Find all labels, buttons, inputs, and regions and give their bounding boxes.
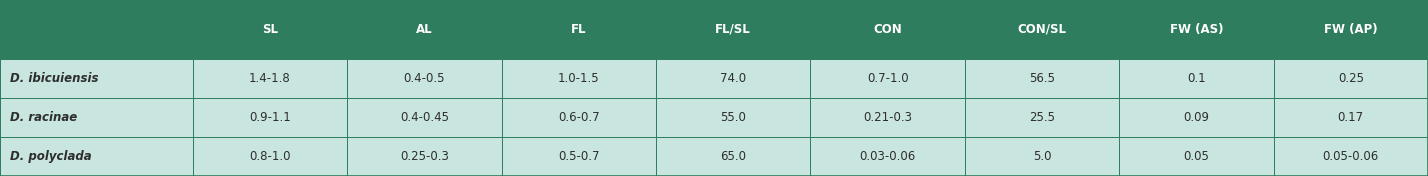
Text: 25.5: 25.5: [1030, 111, 1055, 124]
Bar: [501, 137, 655, 176]
Text: 0.05-0.06: 0.05-0.06: [1322, 150, 1379, 163]
Text: 1.0-1.5: 1.0-1.5: [558, 72, 600, 85]
Text: SL: SL: [261, 23, 278, 36]
Text: D. ibicuiensis: D. ibicuiensis: [10, 72, 99, 85]
Bar: [1120, 59, 1274, 98]
Bar: [1120, 0, 1274, 59]
Bar: [0, 59, 193, 98]
Bar: [965, 0, 1120, 59]
Text: 0.21-0.3: 0.21-0.3: [863, 111, 912, 124]
Text: D. racinae: D. racinae: [10, 111, 77, 124]
Text: 0.4-0.5: 0.4-0.5: [404, 72, 446, 85]
Text: 1.4-1.8: 1.4-1.8: [248, 72, 291, 85]
Bar: [811, 98, 965, 137]
Text: FW (AP): FW (AP): [1324, 23, 1378, 36]
Bar: [1274, 59, 1428, 98]
Text: 0.09: 0.09: [1184, 111, 1210, 124]
Text: 0.05: 0.05: [1184, 150, 1210, 163]
Text: FW (AS): FW (AS): [1170, 23, 1224, 36]
Text: 0.25-0.3: 0.25-0.3: [400, 150, 448, 163]
Text: 0.8-1.0: 0.8-1.0: [250, 150, 291, 163]
Text: 74.0: 74.0: [720, 72, 747, 85]
Text: 0.5-0.7: 0.5-0.7: [558, 150, 600, 163]
Bar: [811, 0, 965, 59]
Text: D. polyclada: D. polyclada: [10, 150, 91, 163]
Bar: [1274, 137, 1428, 176]
Text: 65.0: 65.0: [720, 150, 747, 163]
Text: CON/SL: CON/SL: [1018, 23, 1067, 36]
Bar: [811, 59, 965, 98]
Bar: [965, 137, 1120, 176]
Bar: [193, 0, 347, 59]
Text: 0.25: 0.25: [1338, 72, 1364, 85]
Text: 55.0: 55.0: [720, 111, 745, 124]
Bar: [501, 98, 655, 137]
Bar: [811, 137, 965, 176]
Text: 0.6-0.7: 0.6-0.7: [558, 111, 600, 124]
Text: 0.7-1.0: 0.7-1.0: [867, 72, 908, 85]
Bar: [501, 0, 655, 59]
Bar: [655, 137, 811, 176]
Bar: [501, 59, 655, 98]
Text: 0.4-0.45: 0.4-0.45: [400, 111, 448, 124]
Bar: [655, 98, 811, 137]
Bar: [0, 98, 193, 137]
Bar: [655, 59, 811, 98]
Text: 5.0: 5.0: [1032, 150, 1051, 163]
Text: 56.5: 56.5: [1030, 72, 1055, 85]
Bar: [1274, 98, 1428, 137]
Text: FL: FL: [571, 23, 587, 36]
Bar: [347, 98, 501, 137]
Bar: [1120, 137, 1274, 176]
Text: 0.17: 0.17: [1338, 111, 1364, 124]
Text: AL: AL: [416, 23, 433, 36]
Bar: [193, 137, 347, 176]
Bar: [0, 0, 193, 59]
Bar: [965, 98, 1120, 137]
Bar: [655, 0, 811, 59]
Bar: [193, 59, 347, 98]
Bar: [347, 137, 501, 176]
Text: CON: CON: [873, 23, 902, 36]
Bar: [0, 137, 193, 176]
Bar: [1120, 98, 1274, 137]
Bar: [965, 59, 1120, 98]
Bar: [1274, 0, 1428, 59]
Text: 0.03-0.06: 0.03-0.06: [860, 150, 915, 163]
Bar: [347, 59, 501, 98]
Text: FL/SL: FL/SL: [715, 23, 751, 36]
Text: 0.9-1.1: 0.9-1.1: [248, 111, 291, 124]
Text: 0.1: 0.1: [1187, 72, 1205, 85]
Bar: [347, 0, 501, 59]
Bar: [193, 98, 347, 137]
